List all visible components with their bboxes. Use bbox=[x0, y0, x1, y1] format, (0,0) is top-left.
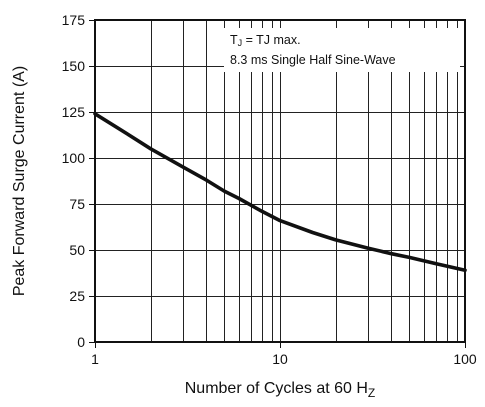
y-tick-label: 75 bbox=[69, 196, 85, 212]
x-axis-label: Number of Cycles at 60 HZ bbox=[185, 380, 376, 400]
y-tick-label: 100 bbox=[62, 150, 86, 166]
x-tick-label: 1 bbox=[91, 351, 99, 367]
x-tick-label: 100 bbox=[453, 351, 477, 367]
y-axis-label: Peak Forward Surge Current (A) bbox=[11, 66, 28, 296]
x-tick-labels: 1 10 100 bbox=[91, 351, 477, 367]
y-tick-label: 175 bbox=[62, 12, 86, 28]
x-axis-label-main: Number of Cycles at 60 H bbox=[185, 380, 368, 397]
x-axis-label-subscript: Z bbox=[368, 386, 375, 400]
y-tick-label: 50 bbox=[69, 242, 85, 258]
y-tick-label: 0 bbox=[77, 334, 85, 350]
annotation-line-1: TJ = TJ max. bbox=[230, 33, 301, 48]
series-line bbox=[93, 112, 467, 272]
annotation-line-2: 8.3 ms Single Half Sine-Wave bbox=[230, 53, 396, 67]
y-tick-labels: 0 25 50 75 100 125 150 175 bbox=[62, 12, 86, 350]
x-tick-label: 10 bbox=[272, 351, 288, 367]
annotation-t-symbol: T bbox=[230, 33, 238, 47]
y-tick-label: 125 bbox=[62, 104, 86, 120]
annotation-condition: = TJ max. bbox=[242, 33, 300, 47]
annotation-j-subscript: J bbox=[238, 38, 243, 48]
y-tick-label: 150 bbox=[62, 58, 86, 74]
annotation-background bbox=[224, 28, 460, 72]
y-tick-label: 25 bbox=[69, 288, 85, 304]
